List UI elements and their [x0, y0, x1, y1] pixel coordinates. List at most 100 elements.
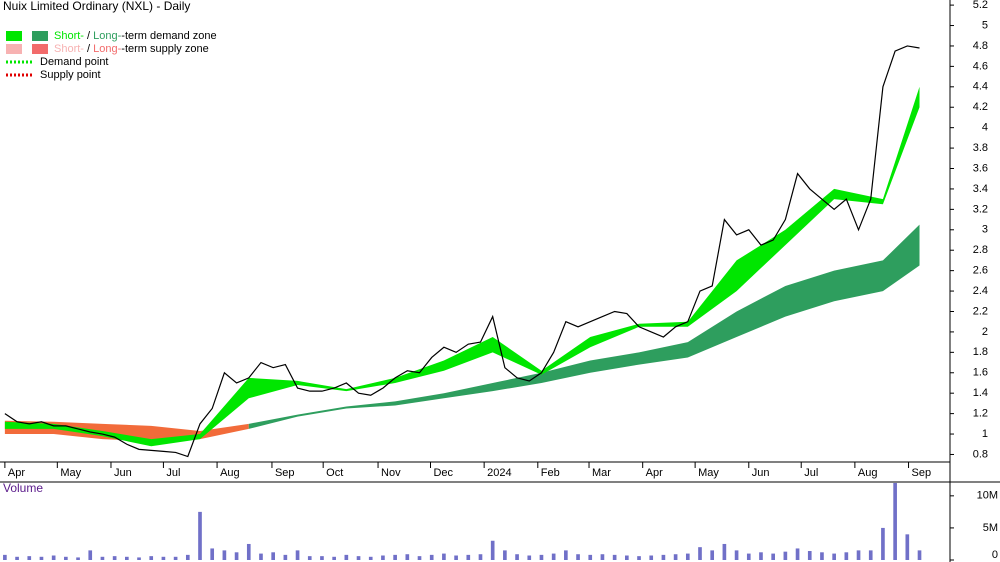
volume-bar	[576, 554, 580, 560]
volume-bar	[807, 551, 812, 560]
volume-bar	[527, 555, 532, 560]
legend-text: Short-	[54, 30, 84, 42]
legend-text: Supply point	[40, 69, 101, 81]
x-tick-label: Feb	[541, 467, 560, 479]
y-tick-label: 1.4	[973, 387, 988, 399]
volume-bar	[381, 555, 385, 560]
volume-bar	[234, 552, 239, 560]
volume-bar	[76, 557, 80, 560]
legend-text: Demand point	[40, 56, 109, 68]
volume-bar	[685, 553, 690, 560]
x-tick-label: Jul	[804, 467, 818, 479]
y-tick-label: 0	[992, 549, 998, 561]
y-tick-label: 5	[982, 19, 988, 31]
volume-bar	[795, 548, 800, 560]
legend-swatch	[6, 44, 22, 54]
x-tick-label: Apr	[646, 467, 663, 479]
y-tick-label: 0.8	[973, 448, 988, 460]
x-tick-label: Aug	[858, 467, 878, 479]
volume-bar	[564, 550, 568, 560]
volume-bar	[356, 556, 361, 560]
volume-bar	[600, 554, 605, 560]
volume-bar	[3, 554, 7, 560]
y-tick-label: 1	[982, 428, 988, 440]
y-tick-label: 4.6	[973, 60, 988, 72]
legend-swatch	[6, 31, 22, 41]
volume-bar	[307, 556, 312, 560]
price-line	[4, 45, 920, 458]
y-tick-label: 4.8	[973, 40, 988, 52]
y-tick-label: 1.6	[973, 367, 988, 379]
volume-bar	[637, 556, 641, 560]
x-tick-label: Apr	[8, 467, 25, 479]
y-tick-label: 4	[982, 122, 988, 134]
volume-bar	[198, 511, 202, 560]
volume-bar	[283, 554, 288, 560]
volume-bar	[173, 556, 178, 560]
volume-bar	[39, 556, 44, 560]
y-tick-label: 2.6	[973, 265, 988, 277]
legend-label: Short- / Long--term demand zone	[54, 30, 217, 42]
legend-label: Supply point	[40, 69, 101, 81]
x-tick-label: Nov	[381, 467, 401, 479]
volume-bar	[490, 540, 495, 560]
volume-bar	[820, 552, 824, 560]
volume-bar	[746, 553, 751, 560]
volume-bar	[661, 554, 666, 560]
volume-bar	[344, 554, 349, 560]
x-tick-label: Dec	[433, 467, 453, 479]
volume-bar	[539, 554, 544, 560]
volume-bar	[551, 553, 556, 560]
volume-bar	[64, 556, 68, 560]
volume-bar	[454, 555, 458, 560]
volume-bar	[161, 556, 166, 560]
legend-swatch	[32, 31, 48, 41]
legend-text: /	[84, 43, 93, 55]
volume-bar	[893, 483, 897, 560]
x-tick-label: Jul	[166, 467, 180, 479]
x-tick-label: Jun	[114, 467, 132, 479]
volume-bar	[868, 550, 873, 560]
y-tick-label: 2.8	[973, 244, 988, 256]
legend-label: Demand point	[40, 56, 109, 68]
zone-band	[4, 86, 920, 447]
volume-bar	[503, 550, 507, 560]
volume-bar	[759, 552, 763, 560]
x-tick-label: Sep	[275, 467, 295, 479]
chart-title: Nuix Limited Ordinary (NXL) - Daily	[3, 0, 190, 13]
y-tick-label: 1.2	[973, 408, 988, 420]
y-tick-label: 4.2	[973, 101, 988, 113]
y-tick-label: 3	[982, 224, 988, 236]
y-tick-label: 3.4	[973, 183, 988, 195]
volume-bar	[405, 554, 410, 560]
x-tick-label: Aug	[220, 467, 240, 479]
volume-bar	[393, 554, 397, 560]
volume-bar	[588, 554, 593, 560]
legend-text: Long-	[93, 30, 121, 42]
x-tick-label: Mar	[592, 467, 611, 479]
y-tick-label: 5.2	[973, 0, 988, 11]
x-tick-label: Sep	[912, 467, 932, 479]
volume-bar	[649, 555, 654, 560]
volume-bar	[673, 554, 678, 560]
y-tick-label: 3.6	[973, 162, 988, 174]
volume-bar	[210, 548, 215, 560]
volume-bar	[295, 550, 300, 560]
volume-bar	[881, 527, 885, 560]
volume-bar	[771, 553, 775, 560]
y-tick-label: 2.2	[973, 305, 988, 317]
legend-text: Short-	[54, 43, 84, 55]
volume-bar	[722, 543, 727, 560]
x-tick-label: May	[698, 467, 719, 479]
volume-bar	[246, 543, 251, 560]
volume-bar	[125, 556, 129, 560]
volume-bar	[734, 550, 739, 560]
y-tick-label: 3.8	[973, 142, 988, 154]
volume-bar	[612, 554, 617, 560]
volume-bar	[222, 550, 227, 560]
volume-bar	[832, 553, 836, 560]
volume-bar	[27, 556, 32, 560]
volume-bar	[332, 556, 336, 560]
volume-bar	[417, 556, 422, 560]
